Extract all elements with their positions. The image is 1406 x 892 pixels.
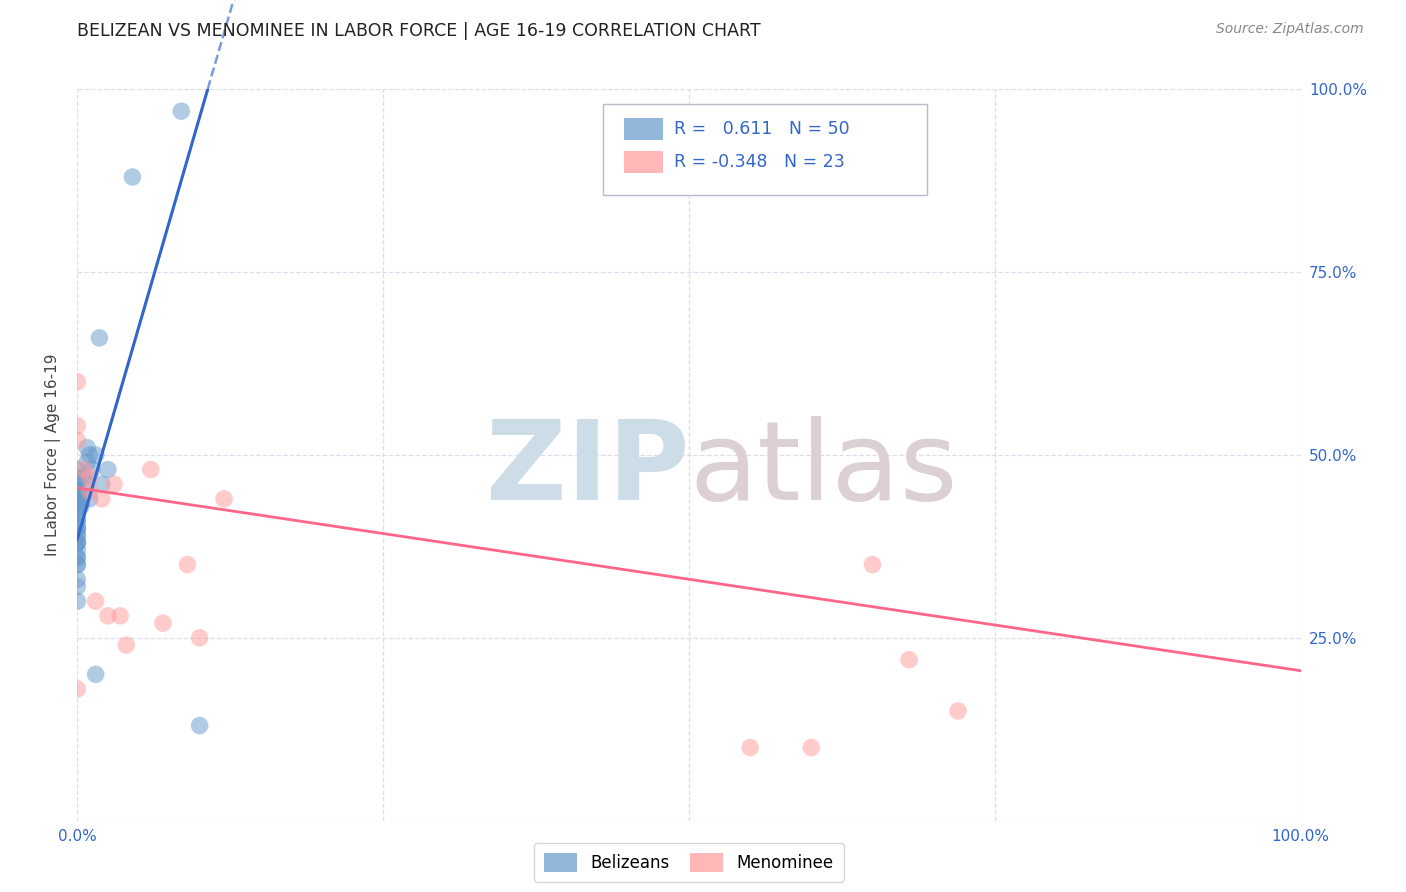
Point [212, 491, 235, 506]
FancyBboxPatch shape [624, 119, 664, 140]
Point [76, 441, 98, 455]
Point [66, 521, 89, 535]
Point [66, 499, 89, 513]
Point [66, 572, 89, 586]
Legend: Belizeans, Menominee: Belizeans, Menominee [534, 843, 844, 882]
Point [66, 375, 89, 389]
Point [946, 704, 969, 718]
Point [66, 499, 89, 513]
Point [97, 462, 120, 476]
Point [90, 491, 112, 506]
Text: R = -0.348   N = 23: R = -0.348 N = 23 [675, 153, 845, 171]
Point [800, 740, 823, 755]
Point [80, 462, 103, 476]
Point [70, 491, 93, 506]
Point [66, 528, 89, 542]
Point [115, 638, 138, 652]
Point [75, 477, 97, 491]
Point [176, 558, 198, 572]
Point [862, 558, 884, 572]
Point [76, 455, 98, 469]
Point [66, 681, 89, 696]
Text: atlas: atlas [689, 416, 957, 523]
Text: R =   0.611   N = 50: R = 0.611 N = 50 [675, 120, 849, 138]
Point [740, 740, 762, 755]
Point [66, 528, 89, 542]
Point [103, 477, 125, 491]
Point [97, 608, 120, 623]
Point [170, 104, 193, 119]
Point [121, 169, 143, 184]
Point [66, 484, 89, 499]
Point [66, 499, 89, 513]
Point [66, 543, 89, 558]
Point [66, 550, 89, 565]
Point [72, 470, 94, 484]
Text: BELIZEAN VS MENOMINEE IN LABOR FORCE | AGE 16-19 CORRELATION CHART: BELIZEAN VS MENOMINEE IN LABOR FORCE | A… [77, 22, 761, 40]
Point [66, 580, 89, 594]
Point [79, 484, 101, 499]
Point [84, 594, 107, 608]
FancyBboxPatch shape [624, 152, 664, 173]
Point [66, 550, 89, 565]
Point [66, 434, 89, 448]
Text: Source: ZipAtlas.com: Source: ZipAtlas.com [1216, 22, 1364, 37]
FancyBboxPatch shape [603, 103, 928, 195]
Point [70, 499, 93, 513]
Point [108, 608, 131, 623]
Point [139, 462, 162, 476]
Point [66, 514, 89, 528]
Point [66, 477, 89, 491]
Point [188, 718, 211, 732]
Point [188, 631, 211, 645]
Point [66, 507, 89, 521]
Point [66, 558, 89, 572]
Point [66, 462, 89, 476]
Point [66, 491, 89, 506]
Point [66, 535, 89, 549]
Point [66, 470, 89, 484]
Point [66, 535, 89, 549]
Point [152, 616, 174, 631]
Point [84, 448, 107, 462]
Point [66, 514, 89, 528]
Point [66, 507, 89, 521]
Point [66, 521, 89, 535]
Point [84, 667, 107, 681]
Point [66, 484, 89, 499]
Point [66, 594, 89, 608]
Point [66, 491, 89, 506]
Point [66, 491, 89, 506]
Point [72, 462, 94, 476]
Point [79, 448, 101, 462]
Point [79, 470, 101, 484]
Point [79, 491, 101, 506]
Point [66, 535, 89, 549]
Point [66, 558, 89, 572]
Point [90, 477, 112, 491]
Point [898, 653, 921, 667]
Point [66, 499, 89, 513]
Point [66, 418, 89, 433]
Point [89, 331, 111, 345]
Y-axis label: In Labor Force | Age 16-19: In Labor Force | Age 16-19 [45, 353, 62, 557]
Text: ZIP: ZIP [485, 416, 689, 523]
Point [66, 521, 89, 535]
Point [66, 484, 89, 499]
